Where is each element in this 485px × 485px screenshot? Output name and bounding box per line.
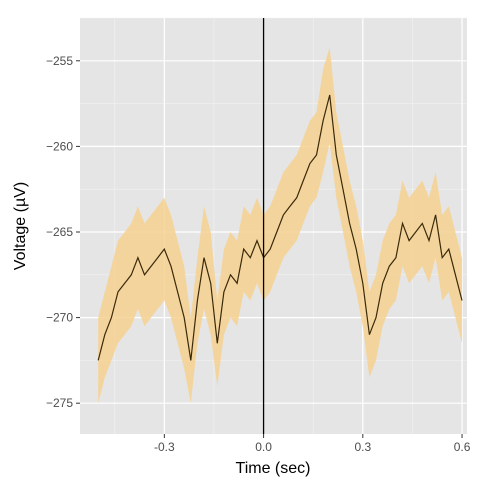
y-tick-label: −260	[46, 139, 73, 153]
y-axis-title: Voltage (µV)	[12, 182, 29, 270]
y-tick-label: −255	[46, 54, 73, 68]
y-axis: −275 −270 −265 −260 −255	[46, 54, 80, 410]
y-tick-label: −270	[46, 311, 73, 325]
y-tick-label: −275	[46, 396, 73, 410]
x-tick-label: 0.6	[454, 440, 471, 454]
x-tick-label: -0.3	[154, 440, 175, 454]
confidence-ribbon	[98, 47, 462, 404]
x-tick-label: 0.0	[255, 440, 272, 454]
x-axis-title: Time (sec)	[236, 460, 311, 477]
voltage-series-line	[97, 94, 463, 361]
x-tick-label: 0.3	[354, 440, 371, 454]
y-tick-label: −265	[46, 225, 73, 239]
x-axis: -0.3 0.0 0.3 0.6	[154, 434, 471, 454]
